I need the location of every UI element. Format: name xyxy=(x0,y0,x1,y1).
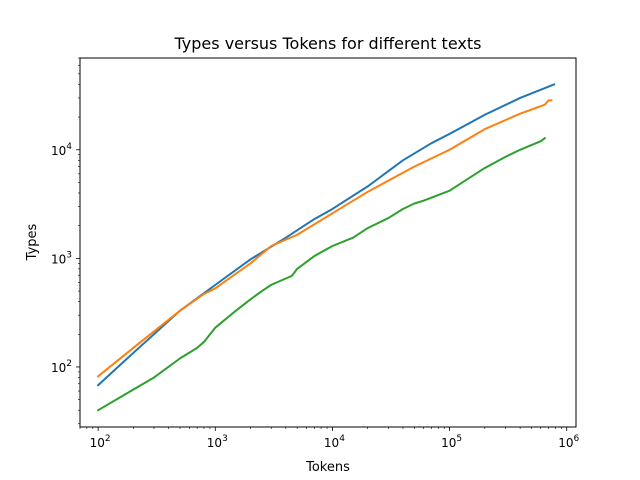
x-axis-label: Tokens xyxy=(305,460,350,475)
y-tick-label: 103 xyxy=(51,250,72,266)
chart-title: Types versus Tokens for different texts xyxy=(174,34,482,53)
y-axis-label: Types xyxy=(25,223,40,261)
plot-frame xyxy=(79,57,577,428)
plot-lines xyxy=(96,83,556,412)
series-line-3 xyxy=(96,136,547,412)
x-tick-label: 103 xyxy=(207,434,228,450)
x-tick-label: 104 xyxy=(324,434,345,450)
x-tick-label: 105 xyxy=(441,434,462,450)
y-tick-label: 104 xyxy=(51,142,72,158)
y-tick-label: 102 xyxy=(51,359,72,375)
series-line-2 xyxy=(96,99,553,378)
axis-ticks: 102 103 104 105 106 102 103 104 xyxy=(51,57,579,450)
x-tick-label: 102 xyxy=(90,434,111,450)
x-tick-label: 106 xyxy=(558,434,579,450)
